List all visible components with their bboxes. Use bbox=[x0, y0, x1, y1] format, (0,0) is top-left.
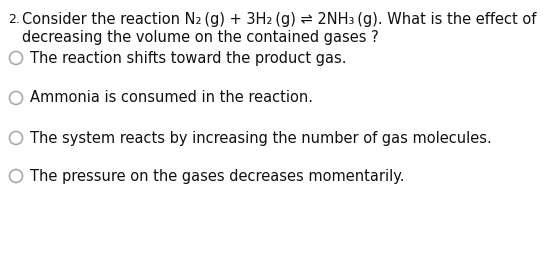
Text: Consider the reaction N₂ (g) + 3H₂ (g) ⇌ 2NH₃ (g). What is the effect of: Consider the reaction N₂ (g) + 3H₂ (g) ⇌… bbox=[22, 12, 536, 27]
Text: The system reacts by increasing the number of gas molecules.: The system reacts by increasing the numb… bbox=[30, 130, 492, 146]
Text: 2.: 2. bbox=[8, 13, 20, 26]
Text: The pressure on the gases decreases momentarily.: The pressure on the gases decreases mome… bbox=[30, 168, 404, 183]
Text: Ammonia is consumed in the reaction.: Ammonia is consumed in the reaction. bbox=[30, 91, 313, 105]
Text: decreasing the volume on the contained gases ?: decreasing the volume on the contained g… bbox=[22, 30, 379, 45]
Text: The reaction shifts toward the product gas.: The reaction shifts toward the product g… bbox=[30, 51, 346, 66]
